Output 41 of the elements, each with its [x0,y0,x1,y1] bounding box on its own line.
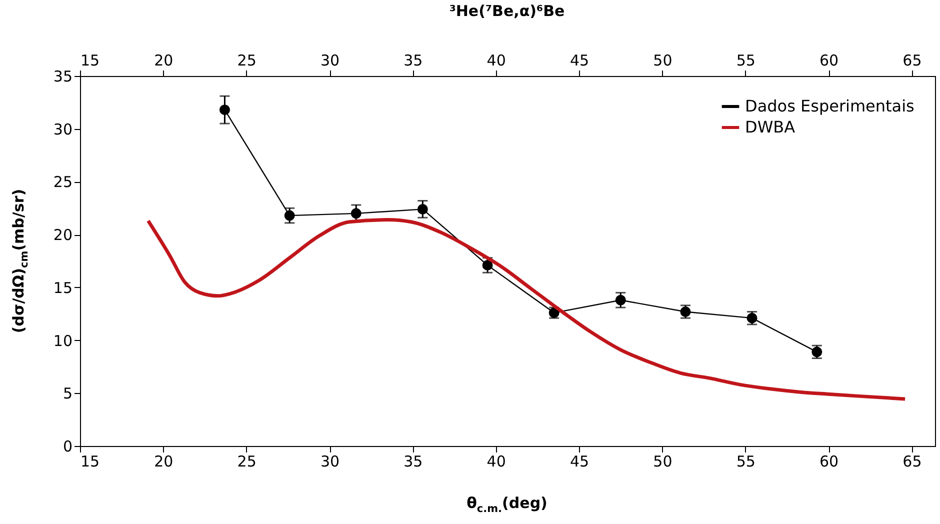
point [615,294,626,306]
y-tick-label: 30 [53,120,72,138]
legend-label: Dados Esperimentais [745,96,914,116]
line-series [146,218,907,401]
x-tick-label: 45 [570,452,590,470]
y-tick-label: 0 [62,438,72,456]
x-tick-label: 35 [404,452,423,470]
x2-tick-label: 30 [320,52,340,70]
point [350,208,362,219]
x-tick-label: 50 [653,452,672,470]
x2-tick-label: 55 [736,52,756,70]
y-tick-label: 25 [53,173,72,192]
x2-tick-label: 40 [486,52,506,70]
x-tick-label: 60 [819,452,839,470]
y-tick-label: 10 [53,332,72,350]
x-tick-label: 30 [320,452,340,470]
point [219,104,230,116]
x2-tick-label: 60 [819,52,839,70]
x2-tick-label: 35 [404,52,423,70]
y-tick-label: 15 [53,278,72,297]
y-tick-label: 35 [53,68,72,86]
x2-axis-title: ³He(⁷Be,α)⁶Be [449,2,565,20]
point [482,260,493,270]
point [284,210,295,221]
point [417,204,428,214]
x-tick-label: 55 [736,452,756,470]
x2-tick-label: 20 [154,52,174,70]
x-tick-label: 15 [80,452,100,470]
x-tick-label: 25 [237,452,256,470]
x2-tick-label: 25 [237,52,256,70]
x2-tick-label: 15 [80,52,100,70]
y-tick-label: 20 [53,226,72,244]
y-tick-label: 5 [62,384,72,403]
x-tick-label: 20 [154,452,174,470]
x2-tick-label: 45 [570,52,590,70]
legend-label: DWBA [745,118,796,136]
x-tick-label: 65 [902,452,922,470]
x2-tick-label: 50 [653,52,672,70]
x2-tick-label: 65 [902,52,922,70]
x-tick-label: 40 [486,452,506,470]
x-axis-title: θ$_{c.m.}$(deg) [466,494,548,515]
